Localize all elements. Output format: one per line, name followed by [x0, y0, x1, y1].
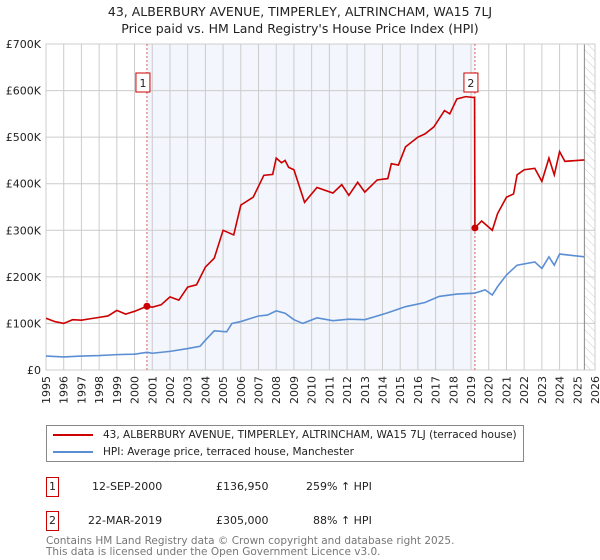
legend-item-property: 43, ALBERBURY AVENUE, TIMPERLEY, ALTRINC…: [53, 429, 517, 441]
sale-price: £136,950: [216, 480, 269, 493]
sale-price: £305,000: [216, 514, 269, 527]
y-tick-label: £300K: [6, 224, 42, 237]
x-tick-label: 1999: [111, 376, 124, 404]
x-tick-label: 1995: [40, 376, 53, 404]
y-tick-label: £700K: [6, 38, 42, 51]
x-tick-label: 2025: [571, 376, 584, 404]
x-tick-label: 2006: [235, 376, 248, 404]
x-tick-label: 2009: [288, 376, 301, 404]
footer-licence: This data is licensed under the Open Gov…: [46, 546, 381, 558]
x-tick-label: 2013: [359, 376, 372, 404]
y-tick-label: £100K: [6, 317, 42, 330]
x-tick-label: 1998: [93, 376, 106, 404]
sale-label: 2: [467, 77, 474, 90]
sale-label-box: [463, 72, 479, 93]
x-tick-label: 2000: [129, 376, 142, 404]
x-tick-label: 2003: [182, 376, 195, 404]
ownership-shade: [146, 44, 475, 370]
y-tick-label: £500K: [6, 131, 42, 144]
chart-title: 43, ALBERBURY AVENUE, TIMPERLEY, ALTRINC…: [107, 4, 493, 19]
sale-label-box: [135, 72, 151, 93]
sale-badge: 2: [46, 511, 59, 531]
x-tick-label: 2008: [270, 376, 283, 404]
sale-date: 12-SEP-2000: [92, 480, 163, 493]
x-tick-label: 2019: [465, 376, 478, 404]
legend: 43, ALBERBURY AVENUE, TIMPERLEY, ALTRINC…: [46, 425, 524, 462]
footer-copyright: Contains HM Land Registry data © Crown c…: [46, 535, 455, 547]
hpi-series-line: [45, 253, 585, 358]
legend-label: 43, ALBERBURY AVENUE, TIMPERLEY, ALTRINC…: [103, 429, 517, 441]
y-tick-label: £600K: [6, 85, 42, 98]
legend-swatch-red: [53, 434, 93, 436]
sale-hpi: 88% ↑ HPI: [313, 514, 372, 527]
x-tick-label: 2022: [518, 376, 531, 404]
x-tick-label: 2010: [306, 376, 319, 404]
chart-subtitle: Price paid vs. HM Land Registry's House …: [121, 21, 479, 36]
sale-date: 22-MAR-2019: [88, 514, 163, 527]
x-tick-label: 2017: [430, 376, 443, 404]
x-tick-label: 2012: [341, 376, 354, 404]
x-tick-label: 2007: [253, 376, 266, 404]
x-tick-label: 2005: [217, 376, 230, 404]
plot-area: 1995 1996 1997 1998 1999 2000 2001 2002 2003 2004…: [6, 38, 600, 404]
x-tick-label: 2011: [323, 376, 336, 404]
x-tick-label: 1996: [58, 376, 71, 404]
legend-item-hpi: HPI: Average price, terraced house, Manc…: [53, 446, 354, 458]
forecast-hatch: [584, 44, 595, 370]
x-tick-label: 2020: [483, 376, 496, 404]
legend-label: HPI: Average price, terraced house, Manc…: [103, 446, 354, 458]
x-tick-label: 2016: [412, 376, 425, 404]
x-tick-label: 2018: [447, 376, 460, 404]
y-tick-label: £0: [27, 364, 41, 377]
sale-point: [471, 224, 479, 232]
y-tick-label: £200K: [6, 271, 42, 284]
sale-label: 1: [139, 77, 146, 90]
x-tick-label: 2026: [589, 376, 600, 404]
sale-point: [143, 302, 151, 310]
sale-badge: 1: [46, 477, 59, 497]
sale-hpi: 259% ↑ HPI: [306, 480, 372, 493]
x-tick-label: 2021: [500, 376, 513, 404]
legend-swatch-blue: [53, 451, 93, 453]
x-tick-label: 2015: [394, 376, 407, 404]
plot-border: [45, 43, 596, 371]
x-tick-label: 1997: [75, 376, 88, 404]
x-tick-label: 2002: [164, 376, 177, 404]
x-tick-label: 2024: [554, 376, 567, 404]
x-tick-label: 2004: [199, 376, 212, 404]
y-tick-label: £400K: [6, 178, 42, 191]
x-tick-label: 2014: [376, 376, 389, 404]
x-tick-label: 2023: [536, 376, 549, 404]
x-tick-label: 2001: [146, 376, 159, 404]
